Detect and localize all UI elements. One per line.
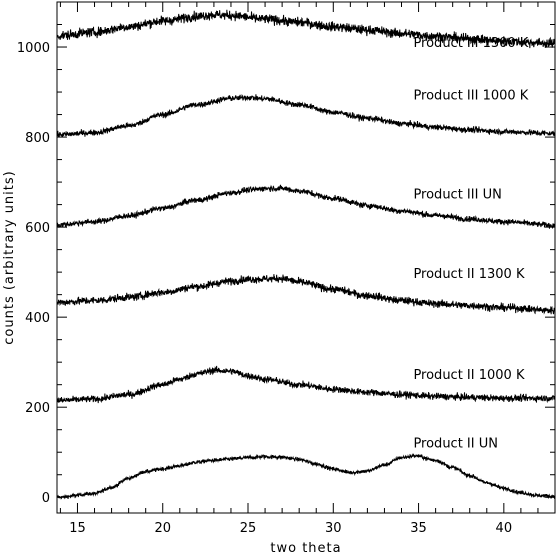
series-line-5 — [56, 94, 556, 138]
series-label-1: Product III 1300 K — [413, 36, 528, 51]
series-line-3 — [56, 274, 556, 315]
series-line-4 — [56, 184, 556, 230]
series-label-2: Product III 1000 K — [413, 89, 528, 104]
y-tick-label: 0 — [42, 491, 50, 506]
plot-frame — [56, 1, 556, 514]
y-axis-title: counts (arbitrary units) — [2, 170, 17, 344]
y-tick-label: 800 — [25, 131, 50, 146]
series-traces — [56, 9, 556, 500]
x-tick-label: 15 — [69, 521, 86, 536]
series-label-6: Product II UN — [413, 437, 498, 452]
series-line-6 — [56, 9, 556, 49]
series-label-4: Product II 1300 K — [413, 267, 525, 282]
x-tick-label: 25 — [240, 521, 257, 536]
x-tick-label: 40 — [496, 521, 513, 536]
x-axis: 15 20 25 30 35 40 — [59, 2, 556, 536]
series-label-5: Product II 1000 K — [413, 368, 525, 383]
x-tick-label: 35 — [410, 521, 427, 536]
series-label-3: Product III UN — [413, 188, 501, 203]
series-line-2 — [56, 365, 556, 404]
y-axis: 0 200 400 600 800 1000 — [17, 1, 555, 506]
x-axis-title: two theta — [270, 541, 341, 556]
y-tick-label: 400 — [25, 311, 50, 326]
y-tick-label: 200 — [25, 401, 50, 416]
series-labels: Product III 1300 K Product III 1000 K Prod… — [413, 36, 528, 452]
y-tick-label: 1000 — [17, 41, 50, 56]
y-tick-label: 600 — [25, 221, 50, 236]
x-tick-label: 20 — [154, 521, 171, 536]
series-line-1 — [56, 453, 556, 500]
x-tick-label: 30 — [325, 521, 342, 536]
